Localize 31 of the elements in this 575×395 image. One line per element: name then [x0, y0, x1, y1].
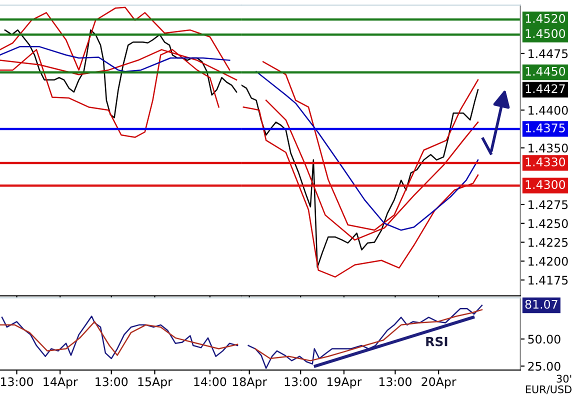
y-tick-label: 1.4225 — [528, 238, 568, 247]
ref-line-label: 1.4375 — [526, 123, 565, 132]
x-tick-label: 18Apr — [232, 377, 268, 388]
x-tick-label: 19Apr — [328, 377, 362, 388]
x-tick-label: 13:00 — [96, 377, 128, 386]
y-tick-label: 1.4250 — [528, 219, 568, 228]
x-tick-label: 20Apr — [422, 377, 456, 388]
text: 30' — [556, 374, 572, 383]
x-tick-label: 14Apr — [44, 377, 78, 388]
y-tick-label: 1.4475 — [528, 49, 568, 58]
ref-line-label: 1.4520 — [526, 14, 566, 23]
y-tick-label: 25.00 — [528, 362, 560, 371]
ref-line-label: 1.4500 — [526, 29, 566, 38]
x-tick-label: 13:00 — [284, 377, 317, 386]
x-tick-label: 13:00 — [1, 377, 33, 386]
y-tick-label: 1.4175 — [528, 276, 568, 285]
x-tick-label: 14:00 — [194, 377, 226, 386]
y-tick-label: 1.4350 — [528, 144, 568, 153]
y-tick-label: 1.4200 — [528, 256, 568, 266]
ref-line-label: 1.4450 — [526, 66, 566, 76]
x-tick-label: 15Apr — [138, 377, 172, 388]
ref-line-label: 1.4300 — [526, 180, 566, 190]
x-tick-label: 13:00 — [379, 377, 412, 386]
text: 1.4427 — [526, 84, 565, 93]
annotation: RSI — [426, 336, 448, 346]
y-tick-label: 1.4275 — [528, 200, 568, 210]
y-tick-label: 50.00 — [528, 334, 560, 344]
text: EUR/USD — [526, 385, 572, 394]
y-tick-label: 1.4400 — [528, 106, 568, 115]
text: 81.07 — [525, 300, 558, 309]
ref-line-label: 1.4330 — [526, 157, 566, 166]
